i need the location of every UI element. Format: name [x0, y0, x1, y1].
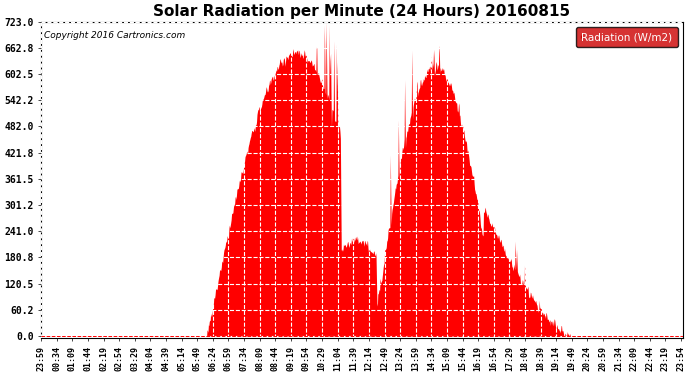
Legend: Radiation (W/m2): Radiation (W/m2): [576, 27, 678, 47]
Text: Copyright 2016 Cartronics.com: Copyright 2016 Cartronics.com: [44, 31, 186, 40]
Title: Solar Radiation per Minute (24 Hours) 20160815: Solar Radiation per Minute (24 Hours) 20…: [153, 4, 571, 19]
